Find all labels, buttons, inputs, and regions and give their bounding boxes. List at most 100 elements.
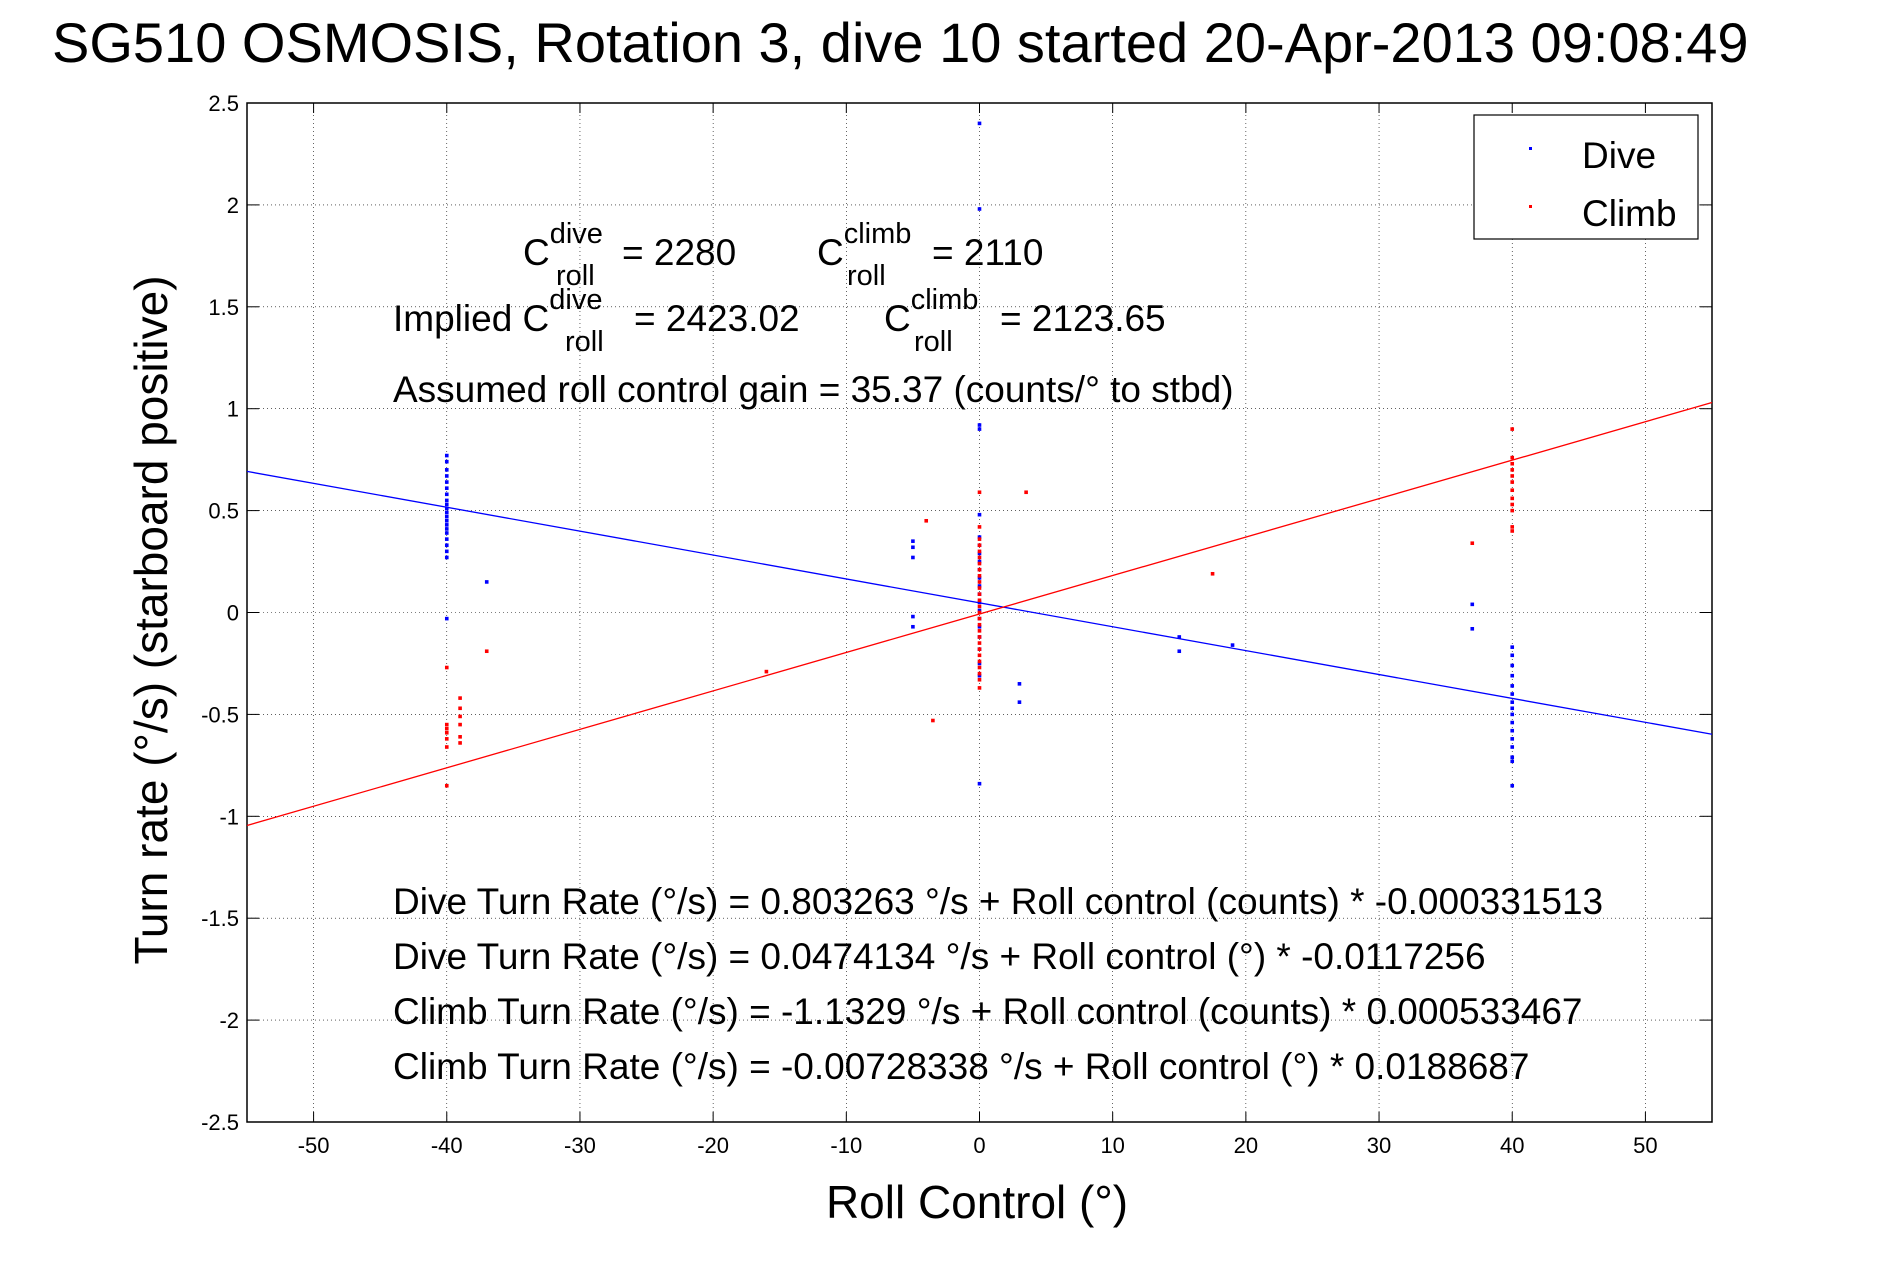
climb-point (1510, 496, 1515, 501)
legend-dive-marker (1529, 147, 1532, 150)
climb-point (1510, 461, 1515, 466)
dive-point (1510, 755, 1515, 759)
c-climb-sub: roll (847, 260, 886, 292)
climb-point (977, 677, 982, 682)
y-tick-label: 2 (227, 193, 239, 218)
climb-point (977, 580, 982, 584)
dive-point (444, 518, 449, 523)
dive-point (977, 121, 982, 126)
dive-point (1177, 635, 1182, 639)
y-tick-label: 1.5 (208, 295, 239, 320)
implied-c-climb-base: C (884, 298, 911, 339)
y-tick-label: -2 (219, 1008, 239, 1033)
c-dive-sup: dive (550, 218, 603, 250)
x-tick-label: -20 (697, 1133, 729, 1158)
dive-point (1510, 692, 1515, 696)
dive-point (977, 600, 982, 605)
dive-point (977, 427, 982, 431)
dive-point (1510, 745, 1515, 749)
dive-point (1510, 684, 1515, 688)
dive-point (444, 453, 449, 458)
dive-point (444, 474, 449, 478)
climb-point (1024, 490, 1028, 495)
x-tick-label: -50 (298, 1133, 330, 1158)
climb-point (977, 574, 982, 578)
dive-point (444, 492, 449, 497)
dive-point (911, 545, 915, 550)
c-climb-sup: climb (844, 218, 912, 250)
dive-point (1510, 728, 1515, 733)
x-axis-label: Roll Control (°) (826, 1176, 1128, 1228)
legend: Dive Climb (1473, 114, 1699, 240)
dive-point (484, 580, 489, 584)
dive-point (444, 543, 449, 548)
chart-title: SG510 OSMOSIS, Rotation 3, dive 10 start… (52, 11, 1749, 74)
implied-c-dive-base: Implied C (393, 298, 549, 339)
c-dive-sub: roll (556, 260, 595, 292)
climb-point (977, 586, 982, 590)
y-tick-label: 0 (227, 601, 239, 626)
climb-point (977, 629, 982, 633)
climb-point (977, 567, 982, 572)
implied-c-dive-value: = 2423.02 (634, 298, 800, 339)
c-climb-base: C (817, 232, 844, 273)
climb-point (1210, 571, 1215, 576)
dive-point (1510, 673, 1515, 678)
climb-point (977, 635, 982, 639)
y-tick-label: 0.5 (208, 499, 239, 524)
dive-point (1510, 712, 1515, 717)
dive-point (444, 459, 449, 464)
dive-point (977, 781, 982, 786)
climb-point (444, 737, 449, 741)
implied-c-dive-sub: roll (565, 326, 604, 358)
x-tick-label: 0 (973, 1133, 985, 1158)
x-tick-label: 30 (1367, 1133, 1391, 1158)
climb-point (1510, 468, 1515, 472)
dive-point (1510, 737, 1515, 741)
implied-c-climb-value: = 2123.65 (1000, 298, 1166, 339)
y-axis-label: Turn rate (°/s) (starboard positive) (125, 275, 177, 964)
dive-point (1510, 759, 1515, 764)
y-tick-label: 1 (227, 397, 239, 422)
dive-point (977, 551, 982, 556)
y-tick-label: -1.5 (201, 906, 239, 931)
climb-point (484, 649, 489, 654)
dive-point (444, 514, 449, 519)
c-dive-base: C (523, 232, 550, 273)
dive-point (444, 498, 449, 503)
climb-point (924, 518, 929, 523)
dive-point (977, 584, 982, 588)
climb-point (977, 490, 982, 495)
dive-point (911, 539, 915, 543)
dive-point (444, 523, 449, 527)
dive-point (444, 502, 449, 507)
climb-point (977, 543, 982, 548)
climb-point (1510, 488, 1515, 493)
climb-point (1510, 480, 1515, 484)
legend-dive-label: Dive (1582, 135, 1656, 176)
dive-point (444, 527, 449, 531)
climb-point (977, 647, 982, 651)
climb-point (977, 537, 982, 541)
implied-c-dive-sup: dive (549, 284, 602, 316)
axis-ticks: -50 -40 -30 -20 -10 0 10 20 30 40 50-2.5-2-1.5-1-0… (201, 91, 1712, 1158)
dive-point (1510, 645, 1515, 649)
climb-point (977, 671, 982, 676)
dive-point (1177, 649, 1182, 654)
climb-point (977, 616, 982, 621)
coefficient-annotation: Cdive roll= 2280 Cclimb roll= 2110 Implied… (393, 218, 1603, 1087)
dive-point (977, 576, 982, 580)
legend-climb-label: Climb (1582, 193, 1677, 234)
dive-point (444, 549, 449, 554)
dive-point (1510, 720, 1515, 725)
climb-point (977, 641, 982, 645)
climb-point (977, 598, 982, 603)
climb-point (977, 555, 982, 560)
dive-point (444, 616, 449, 621)
y-tick-label: 2.5 (208, 91, 239, 116)
climb-point (1510, 455, 1515, 460)
dive-point (444, 510, 449, 515)
